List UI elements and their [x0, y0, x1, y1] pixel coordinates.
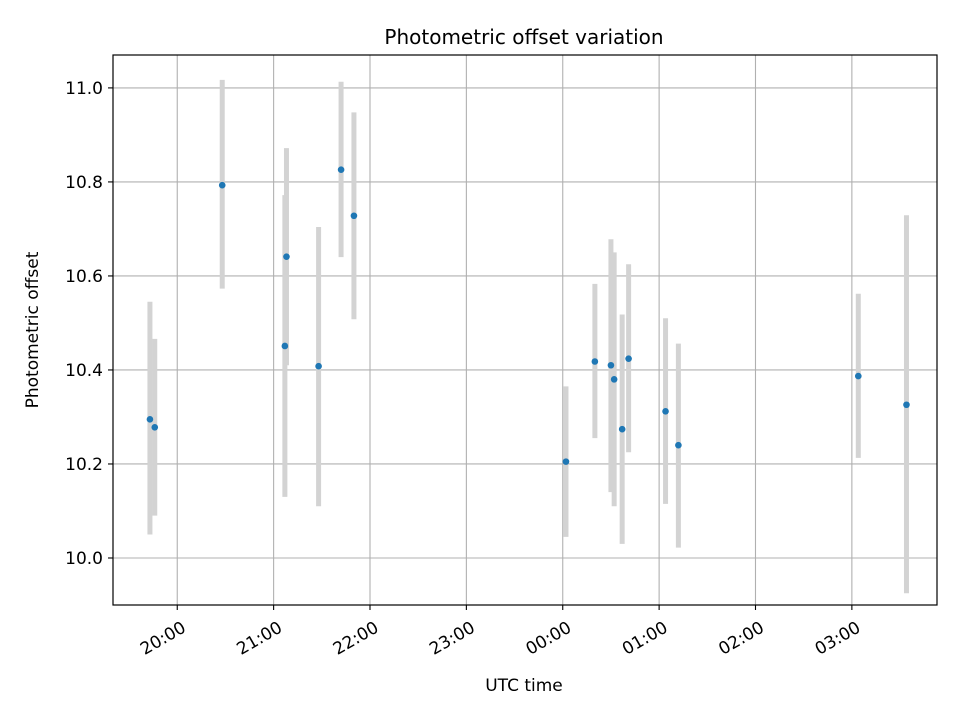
data-point [315, 362, 322, 370]
data-point [625, 355, 632, 362]
data-point [218, 181, 226, 189]
data-point [610, 376, 618, 383]
data-point [591, 358, 599, 365]
data-point [618, 425, 626, 433]
data-point [562, 458, 570, 465]
y-tick-label: 11.0 [65, 79, 103, 99]
y-tick-label: 10.8 [65, 173, 103, 193]
data-point [675, 441, 682, 449]
data-point [337, 166, 345, 174]
y-tick-label: 10.0 [65, 549, 103, 569]
chart-title: Photometric offset variation [384, 25, 663, 49]
y-tick-label: 10.2 [65, 455, 103, 475]
data-point [662, 408, 669, 415]
y-tick-label: 10.4 [65, 361, 103, 381]
grid-layer [113, 55, 937, 605]
data-point [854, 372, 862, 380]
data-point [607, 361, 615, 369]
axes-frame [112, 54, 938, 606]
marker-layer [146, 166, 910, 465]
data-point [350, 212, 358, 220]
data-point [903, 401, 910, 409]
y-tick-label: 10.6 [65, 267, 103, 287]
data-point [146, 416, 154, 423]
x-axis-label: UTC time [485, 676, 563, 696]
y-axis-label: Photometric offset [23, 251, 43, 408]
data-point [283, 253, 290, 260]
data-point [281, 342, 289, 350]
data-point [151, 424, 159, 431]
